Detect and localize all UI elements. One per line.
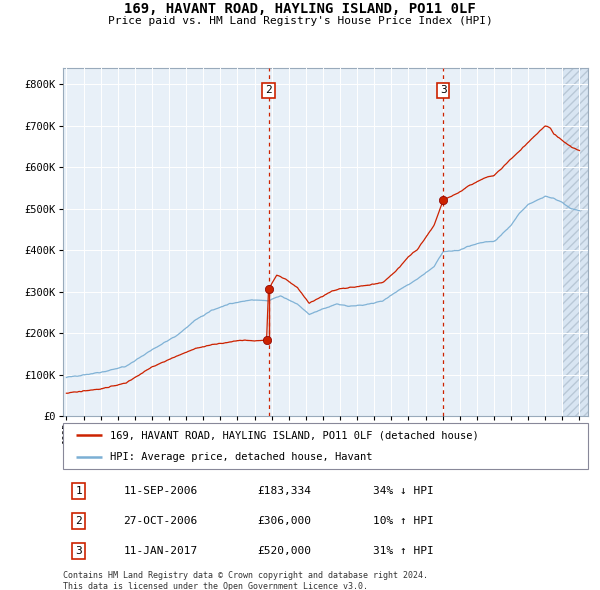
Text: HPI: Average price, detached house, Havant: HPI: Average price, detached house, Hava… (110, 451, 373, 461)
Text: 27-OCT-2006: 27-OCT-2006 (124, 516, 197, 526)
Text: 1: 1 (76, 486, 82, 496)
Text: 169, HAVANT ROAD, HAYLING ISLAND, PO11 0LF: 169, HAVANT ROAD, HAYLING ISLAND, PO11 0… (124, 2, 476, 16)
Text: 11-SEP-2006: 11-SEP-2006 (124, 486, 197, 496)
Text: £520,000: £520,000 (257, 546, 311, 556)
Text: 3: 3 (440, 86, 446, 96)
Text: Contains HM Land Registry data © Crown copyright and database right 2024.: Contains HM Land Registry data © Crown c… (63, 571, 428, 580)
Text: 169, HAVANT ROAD, HAYLING ISLAND, PO11 0LF (detached house): 169, HAVANT ROAD, HAYLING ISLAND, PO11 0… (110, 431, 479, 441)
Text: 2: 2 (265, 86, 272, 96)
Text: £306,000: £306,000 (257, 516, 311, 526)
Text: 34% ↓ HPI: 34% ↓ HPI (373, 486, 433, 496)
Text: This data is licensed under the Open Government Licence v3.0.: This data is licensed under the Open Gov… (63, 582, 368, 590)
Text: 31% ↑ HPI: 31% ↑ HPI (373, 546, 433, 556)
Text: 3: 3 (76, 546, 82, 556)
Bar (562, 68, 588, 416)
Text: 10% ↑ HPI: 10% ↑ HPI (373, 516, 433, 526)
Bar (562, 68, 588, 416)
Text: Price paid vs. HM Land Registry's House Price Index (HPI): Price paid vs. HM Land Registry's House … (107, 16, 493, 26)
Text: 11-JAN-2017: 11-JAN-2017 (124, 546, 197, 556)
Text: 2: 2 (76, 516, 82, 526)
Text: £183,334: £183,334 (257, 486, 311, 496)
